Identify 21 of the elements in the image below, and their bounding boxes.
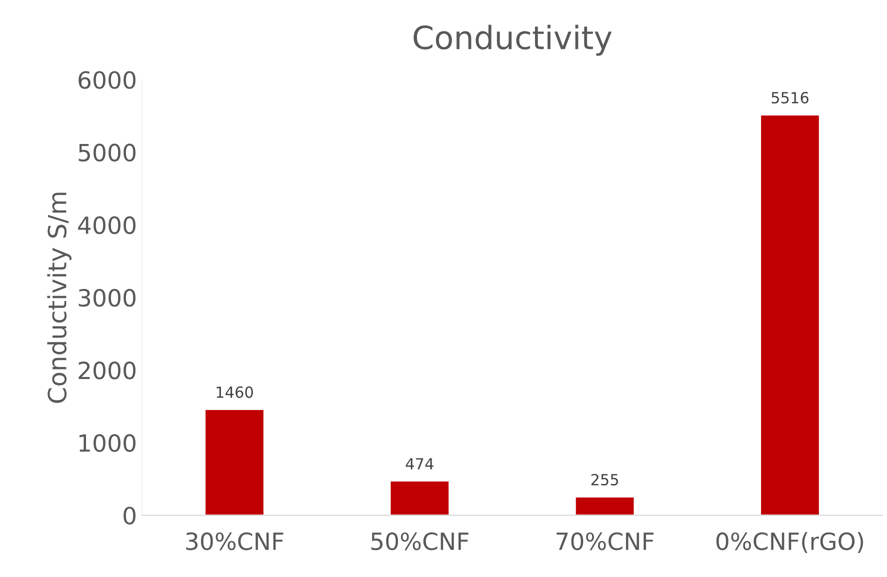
- y-tick-label: 1000: [80, 434, 136, 452]
- bar: [760, 114, 820, 516]
- y-axis-title: Conductivity S/m: [47, 192, 72, 403]
- data-label: 5516: [772, 92, 808, 104]
- chart-title: Conductivity: [414, 24, 612, 56]
- y-tick-label: 4000: [78, 216, 136, 234]
- y-tick-label: 3000: [78, 288, 136, 307]
- y-tick-label: 2000: [78, 361, 136, 380]
- y-tick-label: 5000: [78, 144, 136, 162]
- bar: [389, 480, 450, 516]
- bar: [574, 496, 636, 516]
- data-label: 474: [406, 458, 434, 470]
- bar: [204, 408, 265, 516]
- y-tick-label: 6000: [78, 71, 136, 89]
- y-tick-label: 0: [124, 506, 136, 525]
- data-label: 255: [591, 474, 618, 486]
- x-tick-label: 0%CNF(rGO): [716, 532, 864, 553]
- x-tick-label: 30%CNF: [186, 532, 284, 550]
- x-tick-label: 70%CNF: [556, 532, 654, 550]
- data-label: 1460: [216, 386, 253, 398]
- x-tick-label: 50%CNF: [371, 532, 468, 550]
